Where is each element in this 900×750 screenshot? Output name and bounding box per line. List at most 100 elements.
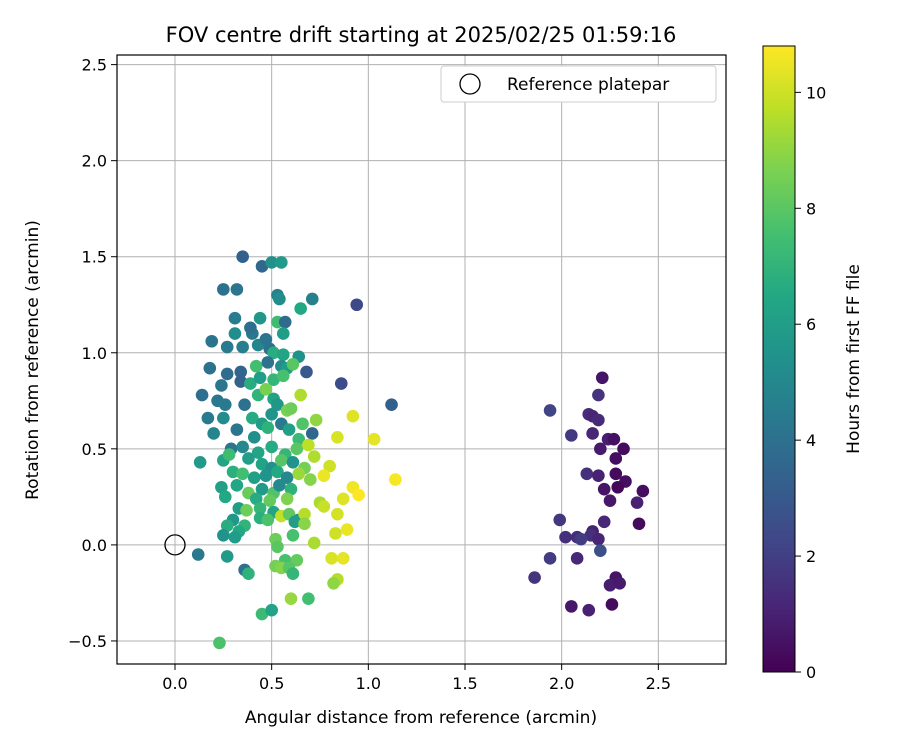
colorbar-tick-label: 2: [806, 547, 816, 566]
colorbar-tick-label: 10: [806, 83, 826, 102]
legend-label: Reference platepar: [507, 75, 669, 95]
data-point: [528, 571, 541, 584]
data-point: [226, 465, 240, 479]
data-point: [280, 471, 294, 484]
data-point: [201, 411, 215, 425]
data-point: [244, 377, 257, 390]
legend-marker-icon: [459, 73, 481, 95]
data-point: [603, 494, 617, 508]
data-point: [205, 334, 219, 348]
x-tick-label: 1.0: [356, 674, 381, 693]
legend: Reference platepar: [440, 65, 717, 103]
y-tick-label: 2.0: [82, 152, 107, 171]
data-point: [255, 457, 269, 471]
x-axis-ticks: 0.0 0.5 1.0 1.5 2.0 2.5: [162, 664, 671, 693]
data-point: [298, 517, 311, 531]
data-point: [385, 398, 398, 411]
data-point: [230, 283, 244, 296]
data-point: [203, 361, 217, 375]
data-point: [290, 442, 304, 456]
data-point: [253, 371, 267, 385]
y-tick-label: −0.5: [68, 632, 107, 651]
data-point: [218, 398, 232, 411]
colorbar: 0 2 4 6 8 10 Hours from first FF file: [762, 45, 864, 682]
data-point: [271, 465, 284, 479]
data-point: [323, 459, 336, 473]
data-point: [240, 504, 253, 517]
data-point: [294, 302, 307, 315]
data-point: [336, 492, 350, 506]
data-point: [284, 482, 298, 496]
data-point: [597, 515, 611, 529]
data-point: [609, 467, 623, 481]
legend-box: [440, 65, 717, 103]
data-point: [276, 327, 290, 340]
data-point: [278, 315, 292, 329]
y-tick-label: 0.5: [82, 440, 107, 459]
data-point: [350, 298, 364, 312]
data-point: [574, 532, 588, 546]
data-point: [340, 523, 354, 536]
data-point: [275, 454, 288, 467]
data-point: [307, 450, 321, 463]
data-point: [280, 492, 294, 506]
data-point: [286, 528, 300, 542]
data-point: [267, 346, 280, 360]
data-point: [617, 442, 630, 456]
data-point: [228, 311, 242, 325]
data-point: [565, 600, 578, 613]
data-point: [234, 375, 248, 388]
data-point: [284, 402, 298, 415]
data-point: [247, 431, 261, 444]
data-point: [276, 369, 290, 383]
data-point: [565, 429, 578, 442]
data-point: [255, 482, 269, 496]
y-axis-ticks: −0.5 0.0 0.5 1.0 1.5 2.0 2.5: [68, 56, 117, 651]
data-point: [217, 283, 230, 296]
data-point: [543, 404, 557, 417]
data-point: [309, 413, 323, 427]
data-point: [300, 365, 313, 379]
data-point: [234, 365, 248, 379]
y-tick-label: 2.5: [82, 56, 107, 75]
y-tick-label: 1.0: [82, 344, 107, 363]
data-point: [220, 519, 234, 532]
data-point: [543, 552, 557, 565]
data-point: [215, 379, 228, 392]
data-point: [329, 527, 342, 540]
data-point: [242, 452, 255, 465]
data-point: [607, 432, 621, 446]
data-point: [230, 423, 244, 436]
data-point: [276, 348, 290, 361]
data-point: [249, 492, 263, 506]
data-point: [346, 409, 360, 423]
colorbar-gradient: [762, 45, 796, 673]
data-point: [305, 427, 319, 440]
data-point: [352, 488, 365, 502]
x-tick-label: 0.0: [162, 674, 187, 693]
data-point: [267, 373, 280, 386]
data-point: [613, 577, 626, 590]
data-point: [636, 484, 650, 498]
data-point: [286, 358, 300, 371]
data-point: [305, 292, 319, 306]
data-point: [594, 442, 607, 456]
data-point: [559, 530, 572, 544]
data-point: [259, 469, 273, 483]
colorbar-tick-label: 8: [806, 199, 816, 218]
data-point: [630, 496, 644, 509]
data-point: [605, 598, 619, 611]
data-point: [298, 507, 311, 521]
data-point: [331, 431, 344, 444]
data-point: [261, 356, 275, 369]
data-point: [228, 327, 242, 340]
data-point: [632, 517, 646, 531]
data-point: [307, 536, 321, 550]
data-point: [236, 467, 249, 481]
data-point: [222, 448, 236, 461]
data-point: [286, 455, 300, 469]
y-axis-label: Rotation from reference (arcmin): [23, 220, 43, 500]
data-points: [191, 250, 650, 650]
data-point: [253, 311, 267, 325]
data-point: [292, 432, 306, 446]
